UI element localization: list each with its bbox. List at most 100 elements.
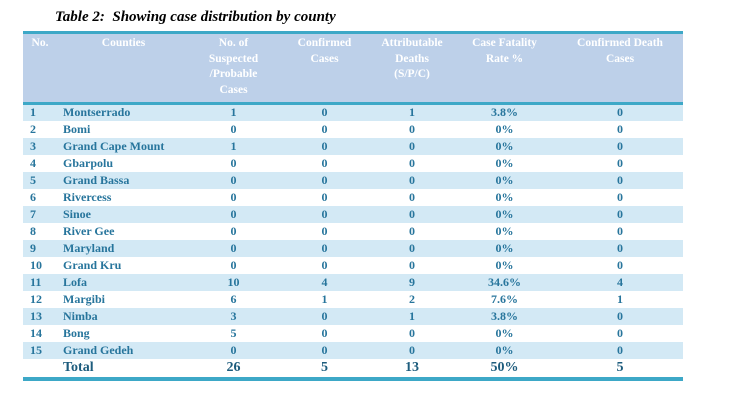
table-row: 13 Nimba 3 0 1 3.8% 0 [23,307,683,325]
header-row: No. Counties No. of Suspected /Probable Ca… [23,32,683,106]
case-fatality-rate: 0% [495,223,514,238]
column-header-confirmed-cases: Confirmed Cases [277,32,372,106]
table-row: 14 Bong 5 0 0 0% 0 [23,324,683,342]
confirmed-cases: 0 [321,105,328,120]
confirmed-cases: 0 [321,189,328,204]
confirmed-cases: 0 [321,155,328,170]
confirmed-death-cases: 0 [617,240,623,255]
suspected-probable-cases: 0 [230,342,237,357]
table-row: 4 Gbarpolu 0 0 0 0% 0 [23,154,683,172]
table-caption: Table 2: Showing case distribution by co… [55,9,336,25]
confirmed-cases: 0 [321,138,328,153]
suspected-probable-cases: 1 [230,138,237,153]
attributable-deaths: 1 [409,105,415,120]
row-number: 10 [30,257,42,272]
county-name: Sinoe [63,206,92,221]
county-name: Gbarpolu [63,155,114,170]
case-fatality-rate: 3.8% [491,308,518,323]
county-name: Maryland [63,240,115,255]
table-row: 1 Montserrado 1 0 1 3.8% 0 [23,103,683,121]
confirmed-death-cases: 0 [617,325,623,340]
county-name: Nimba [63,308,98,323]
total-row: Total 26 5 13 50% 5 [23,358,683,379]
county-name: Bomi [63,121,91,136]
case-fatality-rate: 0% [495,172,514,187]
row-number: 2 [30,121,36,136]
suspected-probable-cases: 0 [230,121,237,136]
confirmed-death-cases: 0 [617,138,623,153]
confirmed-death-cases: 0 [617,155,623,170]
attributable-deaths: 0 [409,155,415,170]
row-number: 15 [30,342,42,357]
table-row: 12 Margibi 6 1 2 7.6% 1 [23,290,683,308]
row-number: 6 [30,189,36,204]
confirmed-cases: 0 [321,325,328,340]
attributable-deaths: 0 [409,189,415,204]
county-name: Grand Kru [63,257,122,272]
suspected-probable-cases: 10 [227,274,240,289]
table-body: 1 Montserrado 1 0 1 3.8% 0 2 Bomi 0 0 0 0% 0 3 Grand Ca… [23,103,683,359]
table-row: 7 Sinoe 0 0 0 0% 0 [23,205,683,223]
confirmed-cases: 0 [321,206,328,221]
case-fatality-rate: 0% [495,342,514,357]
table-header: No. Counties No. of Suspected /Probable Ca… [23,32,683,106]
suspected-probable-cases: 6 [230,291,237,306]
column-header-confirmed-death-cases: Confirmed Death Cases [557,32,683,106]
table-row: 15 Grand Gedeh 0 0 0 0% 0 [23,341,683,359]
confirmed-death-cases: 0 [617,223,623,238]
confirmed-cases: 0 [321,308,328,323]
county-name: Grand Bassa [63,172,130,187]
attributable-deaths: 2 [409,291,415,306]
confirmed-cases: 0 [321,257,328,272]
confirmed-cases: 0 [321,172,328,187]
case-fatality-rate: 0% [495,138,514,153]
attributable-deaths: 0 [409,342,415,357]
column-header-county-name: Counties [57,32,190,106]
total-label: Total [63,359,94,375]
county-name: Lofa [63,274,87,289]
column-header-row-number: No. [23,32,57,106]
row-number: 5 [30,172,36,187]
attributable-deaths: 0 [409,172,415,187]
attributable-deaths: 9 [409,274,415,289]
confirmed-death-cases: 0 [617,308,623,323]
county-name: Rivercess [63,189,112,204]
column-header-attributable-deaths: Attributable Deaths (S/P/C) [372,32,452,106]
row-number: 12 [30,291,42,306]
county-name: River Gee [63,223,115,238]
attributable-deaths: 0 [409,240,415,255]
county-name: Grand Cape Mount [63,138,165,153]
confirmed-death-cases: 0 [617,206,623,221]
suspected-probable-cases: 0 [230,240,237,255]
suspected-probable-cases: 0 [230,257,237,272]
table-row: 10 Grand Kru 0 0 0 0% 0 [23,256,683,274]
confirmed-cases: 4 [321,274,328,289]
case-fatality-rate: 7.6% [491,291,518,306]
row-number: 1 [30,105,36,120]
row-number: 8 [30,223,36,238]
attributable-deaths: 0 [409,257,415,272]
suspected-probable-cases: 0 [230,155,237,170]
confirmed-death-cases: 0 [617,105,623,120]
confirmed-cases: 0 [321,342,328,357]
table-row: 6 Rivercess 0 0 0 0% 0 [23,188,683,206]
county-name: Montserrado [63,105,131,120]
confirmed-death-cases: 4 [617,274,623,289]
confirmed-death-cases: 0 [617,342,623,357]
confirmed-death-cases: 0 [617,172,623,187]
county-name: Grand Gedeh [63,342,134,357]
confirmed-cases: 1 [321,291,328,306]
attributable-deaths: 0 [409,121,415,136]
case-fatality-rate: 0% [495,257,514,272]
confirmed-death-cases: 0 [617,121,623,136]
total-case-fatality-rate: 50% [490,359,519,375]
case-fatality-rate: 0% [495,206,514,221]
suspected-probable-cases: 3 [230,308,237,323]
table-row: 5 Grand Bassa 0 0 0 0% 0 [23,171,683,189]
total-confirmed-cases: 5 [321,359,328,375]
case-distribution-table: No. Counties No. of Suspected /Probable Ca… [23,31,683,381]
table-row: 2 Bomi 0 0 0 0% 0 [23,120,683,138]
suspected-probable-cases: 0 [230,223,237,238]
table-row: 11 Lofa 10 4 9 34.6% 4 [23,273,683,291]
confirmed-cases: 0 [321,121,328,136]
